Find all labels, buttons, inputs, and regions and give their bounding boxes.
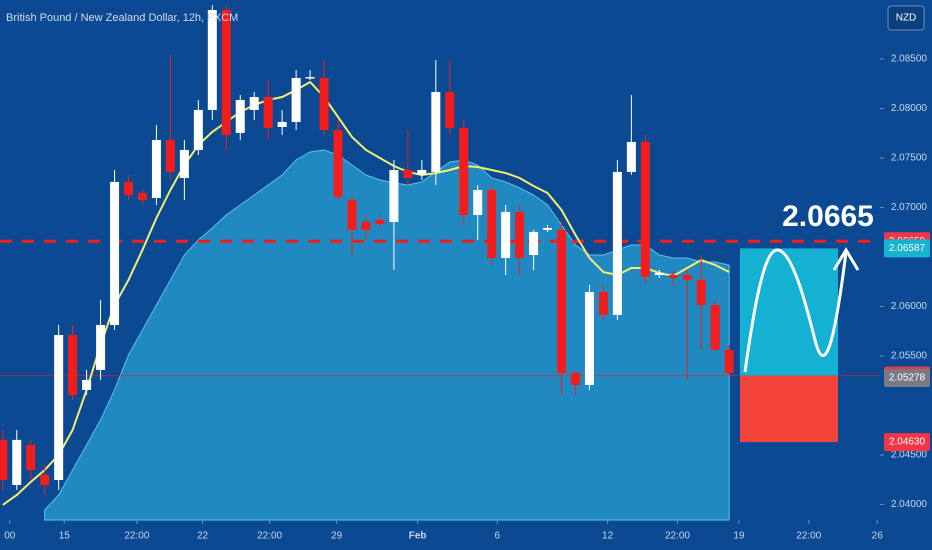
x-tick-label: 22 bbox=[197, 531, 209, 542]
candle-body bbox=[26, 444, 36, 471]
x-tick-label: 26 bbox=[872, 531, 884, 542]
candle-body bbox=[193, 109, 203, 150]
overlay-layer: 2.08500 2.08000 2.07500 2.07000 2.06000 2.055… bbox=[4, 54, 930, 542]
candle-body bbox=[557, 229, 567, 373]
candle-body bbox=[724, 349, 734, 373]
chart-title: British Pound / New Zealand Dollar, 12h,… bbox=[6, 12, 238, 24]
candle-body bbox=[515, 211, 525, 258]
candle-body bbox=[54, 334, 64, 481]
candle-body bbox=[654, 272, 664, 275]
candle-body bbox=[473, 189, 483, 216]
candle-body bbox=[40, 474, 50, 485]
candle-body bbox=[361, 221, 371, 230]
currency-label[interactable]: NZD bbox=[896, 13, 917, 24]
x-tick-label: 29 bbox=[331, 531, 343, 542]
candle-body bbox=[82, 379, 92, 390]
candle-body bbox=[445, 91, 455, 128]
candle-body bbox=[626, 141, 636, 172]
candle-body bbox=[710, 304, 720, 350]
candle-body bbox=[529, 231, 539, 256]
forecast-curve bbox=[743, 248, 848, 373]
candle-body bbox=[207, 9, 217, 110]
candle-body bbox=[249, 97, 259, 110]
x-tick-label: 22:00 bbox=[257, 531, 282, 542]
candle-body bbox=[487, 189, 497, 258]
candle-body bbox=[291, 78, 301, 122]
currency-button[interactable] bbox=[887, 5, 925, 31]
x-tick-label: 22:00 bbox=[124, 531, 149, 542]
x-tick-label: 6 bbox=[494, 531, 500, 542]
candle-body bbox=[235, 99, 245, 133]
candle-body bbox=[417, 169, 427, 176]
y-tick-label: 2.07000 bbox=[891, 202, 928, 213]
candle-layer bbox=[0, 5, 734, 506]
price-label: 2.05278 bbox=[889, 373, 926, 384]
candle-body bbox=[319, 78, 329, 130]
candle-body bbox=[68, 334, 78, 395]
moving-average bbox=[2, 80, 730, 506]
candle-body bbox=[221, 9, 231, 136]
y-tick-label: 2.08000 bbox=[891, 103, 928, 114]
candle-body bbox=[179, 149, 189, 178]
candle-body bbox=[110, 181, 120, 325]
candle-body bbox=[696, 279, 706, 305]
y-tick-label: 2.07500 bbox=[891, 153, 928, 164]
candle-body bbox=[151, 139, 161, 198]
candle-body bbox=[124, 181, 134, 196]
y-tick-label: 2.04500 bbox=[891, 450, 928, 461]
candle-body bbox=[333, 129, 343, 197]
candle-body bbox=[277, 121, 287, 128]
position-layer bbox=[740, 248, 838, 443]
y-tick-label: 2.06000 bbox=[891, 301, 928, 312]
candle-body bbox=[389, 169, 399, 222]
candle-body bbox=[375, 219, 385, 225]
candle-body bbox=[305, 77, 315, 79]
candle-body bbox=[640, 141, 650, 277]
candle-body bbox=[12, 439, 22, 485]
forecast-arrow bbox=[832, 247, 860, 271]
candle-body bbox=[682, 274, 692, 280]
stop-zone bbox=[740, 375, 838, 443]
price-label: 2.06587 bbox=[889, 243, 926, 254]
price-label: 2.04630 bbox=[889, 437, 926, 448]
candle-body bbox=[165, 139, 175, 172]
candle-body bbox=[501, 211, 511, 258]
x-tick-label: 00 bbox=[4, 531, 16, 542]
y-tick-label: 2.08500 bbox=[891, 54, 928, 65]
x-tick-label: 19 bbox=[733, 531, 745, 542]
candle-body bbox=[570, 372, 580, 385]
candle-body bbox=[96, 324, 106, 370]
price-label-box bbox=[884, 433, 930, 452]
candle-body bbox=[612, 171, 622, 315]
candle-body bbox=[431, 91, 441, 172]
price-label-box bbox=[884, 368, 930, 387]
x-tick-label: Feb bbox=[409, 531, 427, 542]
grid-layer bbox=[0, 58, 884, 524]
candle-body bbox=[598, 292, 608, 315]
candle-body bbox=[584, 292, 594, 385]
x-tick-label: 12 bbox=[602, 531, 614, 542]
x-tick-label: 22:00 bbox=[796, 531, 821, 542]
target-annotation: 2.0665 bbox=[782, 200, 874, 233]
price-label-box bbox=[884, 239, 930, 258]
candle-body bbox=[137, 193, 147, 200]
x-tick-label: 15 bbox=[59, 531, 71, 542]
candle-body bbox=[403, 169, 413, 178]
y-tick-label: 2.04000 bbox=[891, 499, 928, 510]
candle-body bbox=[668, 274, 678, 278]
x-tick-label: 22:00 bbox=[665, 531, 690, 542]
candle-body bbox=[263, 97, 273, 128]
candle-body bbox=[543, 227, 553, 230]
candle-body bbox=[459, 127, 469, 216]
candle-body bbox=[0, 439, 8, 481]
y-tick-label: 2.05500 bbox=[891, 351, 928, 362]
candle-body bbox=[347, 199, 357, 230]
